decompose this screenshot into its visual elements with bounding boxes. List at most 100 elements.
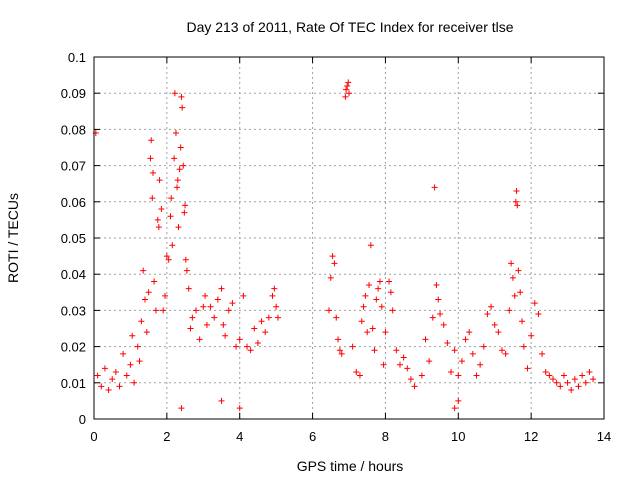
data-point [148, 137, 155, 144]
data-point [158, 206, 165, 213]
data-point [105, 387, 112, 394]
data-point [364, 329, 371, 336]
data-point [393, 347, 400, 354]
grid [94, 57, 604, 419]
data-point [202, 292, 209, 299]
data-point [240, 292, 247, 299]
data-point [491, 321, 498, 328]
data-point [154, 216, 161, 223]
data-point [222, 332, 229, 339]
data-point [506, 307, 513, 314]
data-point [586, 368, 593, 375]
data-point [147, 155, 154, 162]
data-point [360, 303, 367, 310]
data-point [171, 155, 178, 162]
data-point [335, 336, 342, 343]
data-point [225, 307, 232, 314]
data-point [150, 169, 157, 176]
data-point [382, 329, 389, 336]
data-point [193, 307, 199, 314]
x-axis-label: GPS time / hours [297, 458, 404, 474]
x-tick-label: 6 [309, 429, 316, 444]
y-tick-label: 0.08 [61, 122, 86, 137]
data-point [345, 79, 352, 86]
data-point [515, 267, 522, 274]
data-point [407, 376, 414, 383]
data-point [178, 93, 185, 100]
data-point [120, 350, 127, 357]
data-point [156, 177, 163, 184]
data-point [542, 368, 549, 375]
data-point [273, 303, 280, 310]
data-point [422, 336, 429, 343]
data-point [218, 285, 225, 292]
data-point [579, 372, 586, 379]
data-point [455, 372, 462, 379]
data-point [590, 376, 597, 383]
data-point [262, 329, 269, 336]
data-point [244, 343, 250, 350]
axis-ticks: 0 2 4 6 8 10 12 14 0 0.01 0.02 0.03 0.04 0.05 0.06 0.07… [61, 50, 612, 444]
data-point [571, 376, 578, 383]
data-point [131, 379, 138, 386]
data-point [524, 365, 531, 372]
data-point [325, 307, 332, 314]
data-point [98, 383, 105, 390]
data-points [92, 79, 597, 412]
data-point [418, 372, 425, 379]
data-point [123, 372, 130, 379]
data-point [378, 303, 385, 310]
data-point [236, 336, 243, 343]
data-point [531, 300, 538, 307]
data-point [109, 376, 116, 383]
data-point [511, 292, 518, 299]
data-point [582, 379, 589, 386]
data-point [160, 307, 167, 314]
data-point [182, 202, 189, 209]
data-point [163, 253, 170, 260]
data-point [155, 224, 162, 231]
data-point [168, 195, 175, 202]
data-point [371, 347, 378, 354]
data-point [514, 202, 521, 209]
data-point [508, 260, 515, 267]
y-tick-label: 0.02 [61, 340, 86, 355]
data-point [512, 198, 519, 205]
data-point [376, 278, 383, 285]
data-point [502, 350, 509, 357]
data-point [271, 285, 278, 292]
data-point [373, 296, 380, 303]
data-point [94, 372, 101, 379]
data-point [151, 278, 158, 285]
data-point [469, 350, 476, 357]
data-point [550, 376, 556, 383]
data-point [196, 336, 203, 343]
data-point [343, 86, 350, 93]
data-point [189, 314, 196, 321]
data-point [400, 354, 407, 361]
y-tick-label: 0.01 [61, 376, 86, 391]
data-point [568, 387, 575, 394]
data-point [356, 372, 363, 379]
y-tick-label: 0.06 [61, 195, 86, 210]
data-point [520, 343, 527, 350]
data-point [220, 321, 227, 328]
y-tick-label: 0 [79, 412, 86, 427]
data-point [183, 267, 190, 274]
data-point [269, 292, 276, 299]
data-point [258, 318, 265, 325]
data-point [143, 329, 150, 336]
data-point [387, 289, 394, 296]
data-point [380, 361, 387, 368]
data-point [140, 267, 147, 274]
data-point [101, 365, 108, 372]
data-point [329, 253, 336, 260]
data-point [369, 325, 376, 332]
data-point [171, 90, 178, 97]
data-point [557, 383, 564, 390]
data-point [433, 282, 440, 289]
data-point [218, 397, 225, 404]
data-point [167, 213, 174, 220]
data-point [136, 358, 143, 365]
data-point [129, 332, 136, 339]
